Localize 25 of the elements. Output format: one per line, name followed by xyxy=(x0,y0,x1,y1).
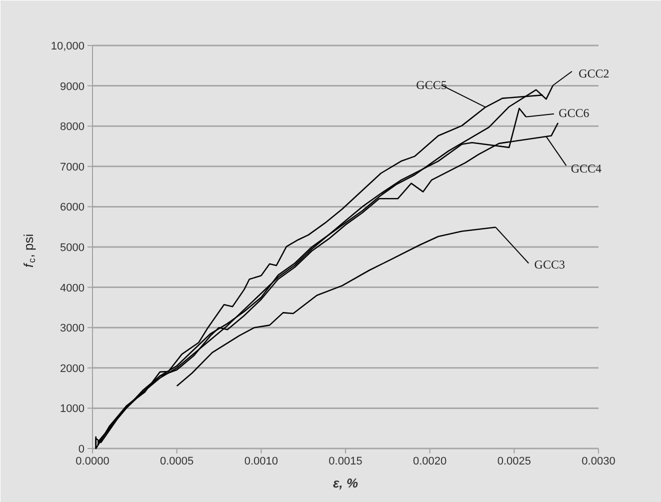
y-tick-label: 3000 xyxy=(60,322,85,335)
y-tick-label: 9000 xyxy=(60,80,85,93)
y-tick-label: 6000 xyxy=(60,202,85,214)
annotation: GCC4 xyxy=(570,162,602,176)
y-tick-label: 1000 xyxy=(60,403,85,416)
x-tick-label: 0.0015 xyxy=(328,456,362,468)
annotation: GCC6 xyxy=(558,106,590,120)
x-tick-label: 0.0005 xyxy=(160,456,194,468)
annotation: GCC3 xyxy=(534,257,565,272)
annotation: GCC5 xyxy=(416,78,447,92)
y-tick-label: 0 xyxy=(78,444,85,456)
y-tick-label: 7000 xyxy=(60,161,85,174)
x-tick-label: 0.0010 xyxy=(244,456,278,468)
x-tick-label: 0.0020 xyxy=(413,456,447,468)
y-tick-label: 8000 xyxy=(60,121,85,134)
annotation: GCC2 xyxy=(578,66,610,80)
x-tick-label: 0.0030 xyxy=(582,456,616,468)
y-tick-label: 4000 xyxy=(60,282,85,294)
x-tick-label: 0.0025 xyxy=(497,456,531,468)
y-tick-label: 10,000 xyxy=(50,40,85,52)
y-tick-label: 5000 xyxy=(60,242,85,254)
x-tick-label: 0.0000 xyxy=(76,456,110,468)
y-axis-title: fc, psi xyxy=(21,234,37,268)
y-tick-label: 2000 xyxy=(60,362,85,375)
x-axis-title: ε, % xyxy=(333,476,358,490)
